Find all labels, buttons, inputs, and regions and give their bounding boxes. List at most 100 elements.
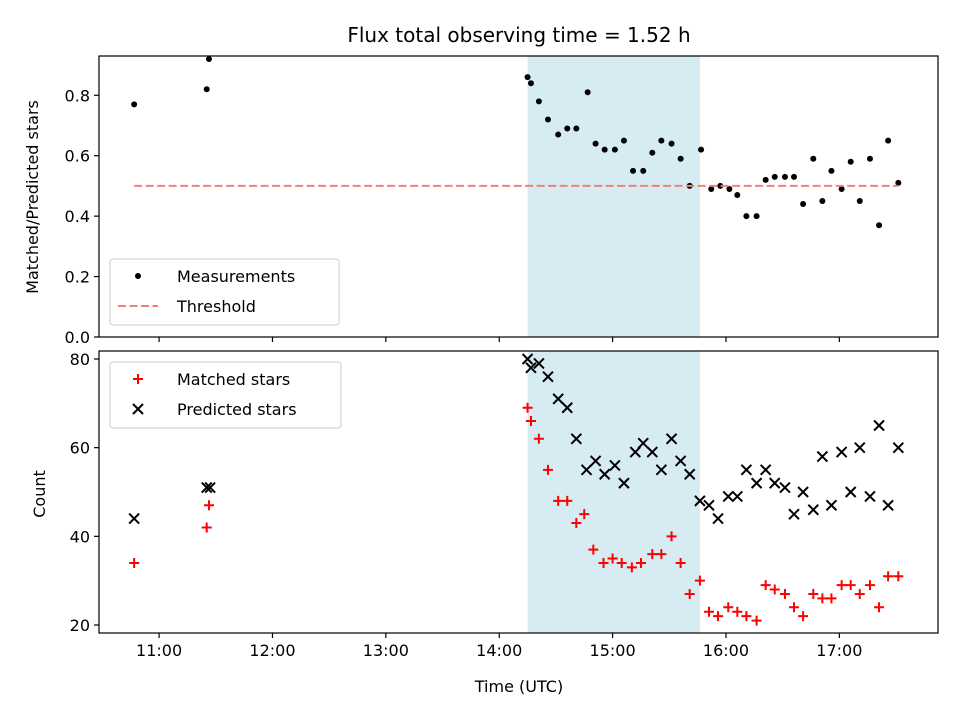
measurement-point	[592, 140, 599, 147]
bottom-y-tick-label: 40	[70, 527, 90, 546]
predicted-stars-point	[533, 357, 545, 370]
measurement-point	[838, 185, 845, 192]
top-y-tick-label: 0.4	[65, 207, 90, 226]
matched-stars-point	[798, 611, 809, 622]
legend-label: Threshold	[176, 297, 256, 316]
matched-stars-point	[684, 588, 695, 599]
predicted-stars-point	[816, 450, 829, 463]
bottom-y-axis-label: Count	[30, 470, 49, 518]
x-tick-label: 12:00	[249, 641, 295, 660]
matched-stars-point	[542, 464, 553, 475]
measurement-point	[743, 213, 750, 220]
x-axis-label: Time (UTC)	[474, 677, 563, 696]
matched-stars-point	[893, 571, 904, 582]
predicted-stars-point	[598, 468, 611, 480]
x-tick-label: 16:00	[703, 641, 749, 660]
x-tick-label: 11:00	[136, 641, 182, 660]
predicted-stars-point	[788, 508, 800, 520]
predicted-stars-point	[854, 441, 866, 454]
measurement-point	[819, 198, 826, 205]
measurement-point	[800, 201, 807, 208]
matched-stars-point	[864, 580, 875, 591]
predicted-stars-point	[665, 433, 678, 445]
predicted-stars-point	[561, 402, 573, 414]
measurement-point	[791, 173, 798, 180]
bottom-series-predicted-stars	[128, 353, 905, 525]
predicted-stars-point	[882, 499, 894, 512]
measurement-point	[717, 182, 724, 189]
predicted-stars-point	[637, 437, 649, 449]
measurement-point	[771, 173, 778, 180]
predicted-stars-point	[750, 477, 763, 489]
matched-stars-point	[203, 500, 214, 511]
predicted-stars-point	[694, 495, 706, 507]
x-tick-label: 14:00	[476, 641, 522, 660]
predicted-stars-point	[204, 481, 216, 494]
top-legend: Measurements Threshold	[109, 258, 340, 326]
measurement-point	[564, 125, 571, 132]
predicted-stars-point	[844, 486, 857, 498]
measurement-point	[131, 101, 138, 108]
predicted-stars-point	[769, 477, 781, 489]
measurement-point	[205, 56, 212, 63]
measurement-point	[544, 116, 551, 123]
predicted-stars-point	[722, 490, 734, 503]
predicted-stars-point	[552, 393, 564, 405]
predicted-stars-point	[864, 490, 876, 503]
bottom-y-tick-label: 80	[70, 350, 90, 369]
measurement-point	[649, 149, 656, 156]
predicted-stars-point	[731, 490, 744, 503]
legend-plus-marker	[133, 374, 143, 384]
matched-stars-point	[533, 433, 544, 444]
matched-stars-point	[836, 580, 847, 591]
top-series-measurements	[131, 56, 902, 229]
measurement-point	[708, 185, 715, 192]
top-y-axis-label: Matched/Predicted stars	[23, 100, 42, 294]
measurement-point	[573, 125, 580, 132]
matched-stars-point	[789, 602, 800, 613]
bottom-panel: 11:00 12:00 13:00 14:00 15:00 16:00 17:00 20 40 6…	[70, 350, 939, 660]
top-legend-box	[109, 258, 340, 326]
bottom-y-tick-label: 20	[70, 616, 90, 635]
matched-stars-point	[694, 575, 705, 586]
predicted-stars-point	[835, 446, 848, 458]
measurement-point	[620, 137, 627, 144]
matched-stars-point	[607, 553, 618, 564]
measurement-point	[535, 98, 542, 105]
measurement-point	[885, 137, 892, 144]
matched-stars-point	[647, 549, 658, 560]
x-tick-label: 15:00	[590, 641, 636, 660]
measurement-point	[527, 80, 534, 87]
x-tick-label: 13:00	[363, 641, 409, 660]
matched-stars-point	[713, 611, 724, 622]
matched-stars-point	[779, 588, 790, 599]
chart-title: Flux total observing time = 1.52 h	[347, 23, 690, 47]
predicted-stars-point	[797, 486, 809, 498]
predicted-stars-point	[825, 499, 838, 512]
bottom-series-matched-stars	[129, 402, 904, 626]
measurement-point	[781, 173, 788, 180]
matched-stars-point	[562, 495, 573, 506]
measurement-point	[847, 158, 854, 165]
predicted-stars-point	[655, 464, 668, 476]
predicted-stars-point	[570, 433, 583, 445]
measurement-point	[866, 155, 873, 162]
measurement-point	[555, 131, 562, 138]
predicted-stars-point	[521, 353, 534, 365]
top-highlight-span	[527, 56, 700, 337]
matched-stars-point	[874, 602, 885, 613]
top-panel: 0.0 0.2 0.4 0.6 0.8 Measurements Threshold	[65, 55, 939, 347]
matched-stars-point	[826, 593, 837, 604]
matched-stars-point	[553, 495, 564, 506]
measurement-point	[856, 198, 863, 205]
matched-stars-point	[883, 571, 894, 582]
measurement-point	[524, 74, 531, 81]
measurement-point	[630, 167, 637, 174]
top-y-tick-label: 0.0	[65, 328, 90, 347]
measurement-point	[876, 222, 883, 229]
measurement-point	[753, 213, 760, 220]
predicted-stars-point	[759, 464, 772, 476]
measurement-point	[658, 137, 665, 144]
measurement-point	[810, 155, 817, 162]
matched-stars-point	[760, 580, 771, 591]
